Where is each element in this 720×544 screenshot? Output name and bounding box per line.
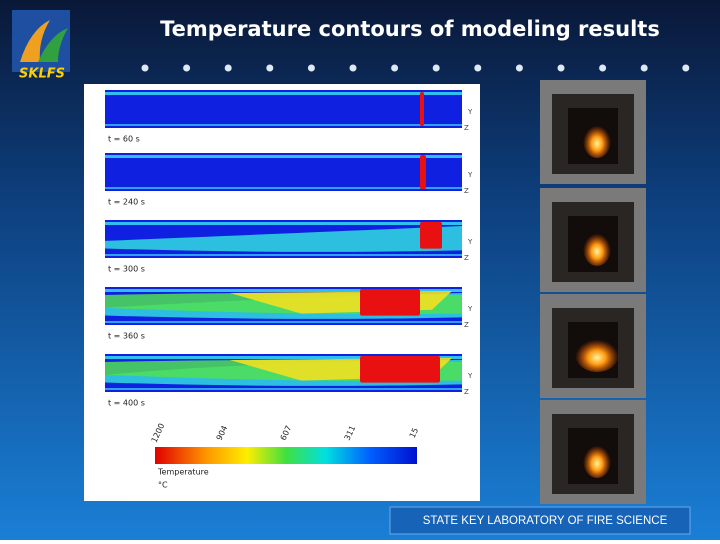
- contour-band: [105, 289, 462, 292]
- colorbar-title: Temperature: [157, 468, 209, 477]
- contour-band: [105, 222, 462, 225]
- panel-label: t = 360 s: [108, 332, 145, 341]
- bullet-dot: [307, 64, 315, 72]
- contour-band: [105, 356, 462, 359]
- contour-band: [105, 155, 462, 158]
- axis-label: Z: [464, 187, 469, 195]
- fire-plume: [360, 289, 420, 316]
- panel-label: t = 240 s: [108, 198, 145, 207]
- axis-label: Y: [467, 108, 473, 116]
- fire-plume: [420, 92, 424, 126]
- colorbar-unit: °C: [158, 481, 168, 490]
- panel-label: t = 60 s: [108, 135, 140, 144]
- flame: [583, 230, 611, 266]
- bullet-dot: [349, 64, 357, 72]
- flame: [583, 442, 611, 478]
- logo: SKLFS: [12, 10, 70, 82]
- bullet-dot: [474, 64, 482, 72]
- flame: [583, 122, 611, 158]
- footer-box: [389, 506, 691, 535]
- bullet-dot: [599, 64, 607, 72]
- footer: STATE KEY LABORATORY OF FIRE SCIENCE: [423, 515, 668, 527]
- bullet-dot: [640, 64, 648, 72]
- flame: [575, 336, 619, 372]
- slide-title: Temperature contours of modeling results: [160, 17, 660, 41]
- axis-label: Z: [464, 124, 469, 132]
- contour-band: [105, 187, 462, 189]
- fire-plume: [420, 222, 442, 249]
- contour-strip: [105, 90, 462, 128]
- contour-strip: [105, 153, 462, 191]
- fire-plume: [360, 356, 440, 383]
- axis-label: Z: [464, 321, 469, 329]
- bullet-dot: [183, 64, 191, 72]
- axis-label: Z: [464, 254, 469, 262]
- contour-band: [105, 92, 462, 95]
- axis-label: Y: [467, 171, 473, 179]
- bullet-dot: [141, 64, 149, 72]
- logo-text: SKLFS: [19, 67, 65, 82]
- axis-label: Z: [464, 388, 469, 396]
- bullet-dot: [515, 64, 523, 72]
- panel-label: t = 300 s: [108, 265, 145, 274]
- bullet-dot: [557, 64, 565, 72]
- contour-band: [105, 388, 462, 390]
- contour-warm: [105, 226, 462, 252]
- bullet-dot: [266, 64, 274, 72]
- bullet-dot: [224, 64, 232, 72]
- contour-band: [105, 124, 462, 126]
- contour-band: [105, 321, 462, 323]
- axis-label: Y: [467, 305, 473, 313]
- axis-label: Y: [467, 238, 473, 246]
- bullet-dot: [432, 64, 440, 72]
- contour-band: [105, 254, 462, 256]
- axis-label: Y: [467, 372, 473, 380]
- colorbar-tick-label: 15: [408, 426, 420, 439]
- colorbar: [155, 447, 417, 464]
- panel-label: t = 400 s: [108, 399, 145, 408]
- bullet-dot: [682, 64, 690, 72]
- fire-plume: [420, 155, 426, 189]
- bullet-dot: [391, 64, 399, 72]
